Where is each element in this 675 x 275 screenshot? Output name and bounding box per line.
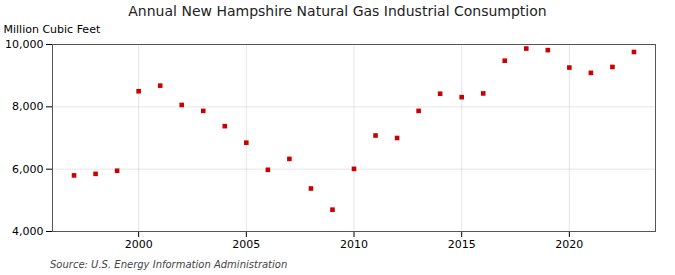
svg-text:6,000: 6,000: [12, 163, 44, 176]
svg-text:4,000: 4,000: [12, 225, 44, 238]
svg-text:2000: 2000: [125, 238, 153, 251]
svg-text:2005: 2005: [232, 238, 260, 251]
svg-text:8,000: 8,000: [12, 100, 44, 113]
html-text:Annual New Hampshire Natural G: Annual New Hampshire Natural Gas Industr…: [128, 3, 547, 19]
svg-text:2015: 2015: [448, 238, 476, 251]
svg-text:2020: 2020: [555, 238, 583, 251]
html-text:Source: U.S. Energy Informatio: Source: U.S. Energy Information Administ…: [50, 259, 288, 270]
svg-text:2010: 2010: [340, 238, 368, 251]
svg-text:10,000: 10,000: [5, 38, 44, 51]
svg-text:Million Cubic Feet: Million Cubic Feet: [4, 23, 101, 36]
